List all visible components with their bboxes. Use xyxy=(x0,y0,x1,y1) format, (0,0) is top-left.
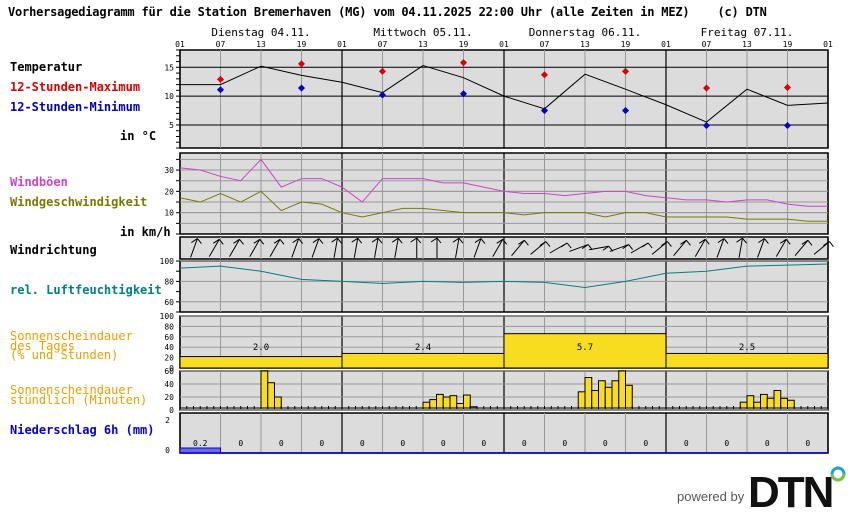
svg-text:01: 01 xyxy=(175,40,185,49)
label-min12: 12-Stunden-Minimum xyxy=(10,100,141,114)
svg-text:80: 80 xyxy=(164,322,174,331)
svg-text:13: 13 xyxy=(418,40,428,49)
svg-text:07: 07 xyxy=(378,40,388,49)
svg-text:01: 01 xyxy=(823,40,833,49)
svg-text:0: 0 xyxy=(481,439,486,448)
svg-text:19: 19 xyxy=(459,40,469,49)
svg-text:100: 100 xyxy=(160,257,175,266)
label-max12: 12-Stunden-Maximum xyxy=(10,80,141,94)
dtn-logo-dot-icon xyxy=(830,466,846,482)
page-title: Vorhersagediagramm für die Station Breme… xyxy=(8,5,767,19)
svg-text:100: 100 xyxy=(160,312,175,321)
svg-text:0.2: 0.2 xyxy=(193,439,208,448)
svg-text:19: 19 xyxy=(783,40,793,49)
svg-text:60: 60 xyxy=(164,298,174,307)
svg-text:40: 40 xyxy=(164,380,174,389)
svg-text:20: 20 xyxy=(164,393,174,402)
label-precip: Niederschlag 6h (mm) xyxy=(10,423,155,437)
svg-text:Dienstag 04.11.: Dienstag 04.11. xyxy=(211,26,310,39)
svg-text:13: 13 xyxy=(256,40,266,49)
label-sun-daily-3: (% und Stunden) xyxy=(10,348,119,362)
svg-text:60: 60 xyxy=(164,333,174,342)
svg-text:0: 0 xyxy=(684,439,689,448)
svg-text:0: 0 xyxy=(400,439,405,448)
label-sun-daily-1: Sonnenscheindauer xyxy=(10,329,133,343)
svg-text:2.4: 2.4 xyxy=(415,343,431,353)
svg-text:5.7: 5.7 xyxy=(577,343,593,353)
svg-text:0: 0 xyxy=(165,446,170,455)
svg-text:07: 07 xyxy=(540,40,550,49)
svg-text:13: 13 xyxy=(742,40,752,49)
label-humidity: rel. Luftfeuchtigkeit xyxy=(10,283,162,297)
svg-text:80: 80 xyxy=(164,277,174,286)
svg-text:0: 0 xyxy=(279,439,284,448)
dtn-logo: DTN xyxy=(748,468,834,518)
svg-text:60: 60 xyxy=(164,367,174,376)
svg-text:0: 0 xyxy=(765,439,770,448)
svg-text:Freitag 07.11.: Freitag 07.11. xyxy=(701,26,794,39)
svg-text:19: 19 xyxy=(621,40,631,49)
svg-text:01: 01 xyxy=(661,40,671,49)
svg-text:0: 0 xyxy=(603,439,608,448)
svg-text:2.0: 2.0 xyxy=(253,343,269,353)
svg-text:0: 0 xyxy=(360,439,365,448)
svg-text:40: 40 xyxy=(164,343,174,352)
svg-text:Donnerstag 06.11.: Donnerstag 06.11. xyxy=(529,26,642,39)
svg-text:07: 07 xyxy=(702,40,712,49)
svg-text:01: 01 xyxy=(337,40,347,49)
svg-text:0: 0 xyxy=(441,439,446,448)
svg-text:0: 0 xyxy=(238,439,243,448)
label-windspeed: Windgeschwindigkeit xyxy=(10,195,148,209)
svg-text:0: 0 xyxy=(169,364,174,373)
svg-text:Mittwoch 05.11.: Mittwoch 05.11. xyxy=(373,26,472,39)
svg-text:0: 0 xyxy=(805,439,810,448)
svg-text:10: 10 xyxy=(164,92,174,101)
svg-text:0: 0 xyxy=(562,439,567,448)
svg-text:0: 0 xyxy=(643,439,648,448)
svg-text:07: 07 xyxy=(216,40,226,49)
svg-text:20: 20 xyxy=(164,187,174,196)
dtn-brand-text: DTN xyxy=(748,468,834,517)
svg-text:2: 2 xyxy=(165,416,170,425)
powered-by-text: powered by xyxy=(677,489,745,504)
svg-text:5: 5 xyxy=(169,121,174,130)
label-temperature: Temperatur xyxy=(10,60,83,74)
svg-text:0: 0 xyxy=(522,439,527,448)
svg-text:0: 0 xyxy=(169,406,174,415)
label-sun-hourly-2: stündlich (Minuten) xyxy=(10,393,148,407)
svg-text:30: 30 xyxy=(164,166,174,175)
label-sun-hourly-1: Sonnenscheindauer xyxy=(10,383,133,397)
svg-text:0: 0 xyxy=(319,439,324,448)
svg-text:20: 20 xyxy=(164,354,174,363)
svg-text:2.5: 2.5 xyxy=(739,343,755,353)
label-wind-direction: Windrichtung xyxy=(10,243,97,257)
label-wind-unit: in km/h xyxy=(120,225,171,239)
svg-text:0: 0 xyxy=(724,439,729,448)
svg-text:15: 15 xyxy=(164,63,174,72)
label-temp-unit: in °C xyxy=(120,129,157,143)
svg-text:19: 19 xyxy=(297,40,307,49)
svg-text:10: 10 xyxy=(164,209,174,218)
label-sun-daily-2: des Tages xyxy=(10,339,76,353)
svg-text:13: 13 xyxy=(580,40,590,49)
label-gusts: Windböen xyxy=(10,175,68,189)
svg-text:01: 01 xyxy=(499,40,509,49)
